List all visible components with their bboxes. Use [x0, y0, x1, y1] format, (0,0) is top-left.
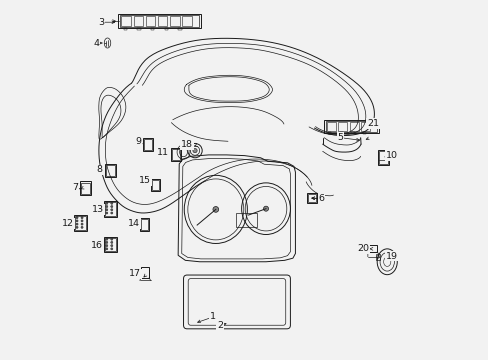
Text: 20: 20 — [357, 244, 369, 253]
Ellipse shape — [81, 226, 83, 228]
Ellipse shape — [110, 206, 113, 208]
Bar — [182, 17, 191, 26]
Bar — [235, 213, 256, 226]
Bar — [308, 194, 315, 202]
Bar — [137, 28, 141, 30]
Text: 5: 5 — [337, 133, 343, 142]
Ellipse shape — [212, 207, 218, 212]
Bar — [325, 121, 376, 132]
Text: 1: 1 — [209, 312, 216, 321]
Bar — [151, 180, 159, 190]
Bar — [327, 132, 330, 134]
Ellipse shape — [110, 248, 113, 250]
Ellipse shape — [110, 212, 113, 214]
Bar — [105, 163, 116, 177]
Text: 12: 12 — [62, 219, 74, 228]
Bar — [338, 122, 346, 131]
Bar — [105, 238, 116, 251]
Ellipse shape — [76, 220, 78, 222]
Bar — [104, 201, 117, 217]
Text: 11: 11 — [157, 148, 168, 157]
Bar — [164, 28, 168, 30]
Text: 7: 7 — [72, 183, 78, 192]
Ellipse shape — [105, 238, 108, 240]
Bar — [74, 215, 87, 231]
Ellipse shape — [105, 209, 108, 211]
Ellipse shape — [81, 223, 83, 225]
Text: 17: 17 — [129, 269, 141, 278]
Bar — [105, 202, 116, 216]
Ellipse shape — [76, 226, 78, 228]
Bar — [349, 122, 358, 131]
Bar — [106, 165, 115, 176]
Text: 6: 6 — [318, 194, 324, 203]
Text: 3: 3 — [98, 18, 104, 27]
Bar — [363, 132, 366, 134]
Bar — [339, 132, 342, 134]
Bar — [145, 17, 155, 26]
Text: 2: 2 — [217, 321, 223, 330]
Bar — [133, 17, 142, 26]
Ellipse shape — [192, 148, 197, 153]
Bar — [75, 216, 86, 230]
Bar — [140, 218, 149, 231]
Text: 21: 21 — [366, 119, 378, 128]
Bar — [118, 14, 201, 28]
Bar — [158, 17, 167, 26]
Text: 19: 19 — [386, 252, 397, 261]
Bar — [178, 28, 182, 30]
Bar — [81, 183, 90, 194]
Bar — [324, 120, 378, 133]
Bar — [150, 179, 160, 192]
Bar — [377, 150, 388, 165]
Bar — [144, 139, 152, 150]
Text: 16: 16 — [91, 241, 102, 250]
Bar — [376, 254, 379, 260]
Ellipse shape — [110, 209, 113, 211]
Ellipse shape — [105, 244, 108, 247]
Bar — [368, 244, 376, 252]
Bar — [143, 138, 153, 151]
Text: 14: 14 — [128, 219, 140, 228]
Bar — [141, 267, 149, 278]
Ellipse shape — [81, 217, 83, 219]
Ellipse shape — [105, 241, 108, 243]
Ellipse shape — [76, 217, 78, 219]
Text: 18: 18 — [181, 140, 193, 149]
Bar — [351, 132, 354, 134]
Bar — [141, 219, 148, 230]
Bar — [361, 122, 369, 131]
Ellipse shape — [105, 202, 108, 204]
Bar — [379, 151, 387, 163]
Ellipse shape — [105, 248, 108, 250]
Text: 4: 4 — [93, 39, 99, 48]
Ellipse shape — [110, 202, 113, 204]
Text: 10: 10 — [386, 151, 397, 160]
Bar — [170, 17, 179, 26]
Bar — [120, 15, 199, 27]
Ellipse shape — [110, 238, 113, 240]
Ellipse shape — [81, 220, 83, 222]
Ellipse shape — [110, 241, 113, 243]
Text: 13: 13 — [92, 205, 104, 214]
Bar — [121, 17, 131, 26]
Text: 15: 15 — [139, 176, 150, 185]
Bar — [151, 28, 154, 30]
Ellipse shape — [76, 223, 78, 225]
Ellipse shape — [110, 244, 113, 247]
Bar — [171, 148, 181, 161]
Text: 9: 9 — [136, 137, 142, 146]
Ellipse shape — [105, 206, 108, 208]
Bar — [104, 237, 117, 252]
Bar — [326, 122, 335, 131]
Ellipse shape — [105, 212, 108, 214]
Bar — [306, 193, 316, 203]
Bar — [123, 28, 127, 30]
Bar — [80, 181, 91, 195]
Ellipse shape — [263, 206, 268, 211]
Bar — [172, 149, 180, 160]
Text: 8: 8 — [96, 166, 102, 175]
